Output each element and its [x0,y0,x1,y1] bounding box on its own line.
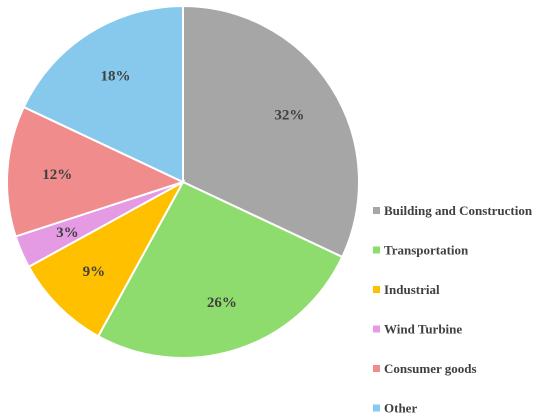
percent-label-consumer-goods: 12% [42,167,72,183]
slice-industrial [27,179,186,338]
legend: Building and Construction Transportation I… [373,203,533,416]
legend-item-industrial: Industrial [373,282,440,297]
legend-swatch-consumer-goods [373,365,380,372]
slice-building-and-construction [182,4,360,259]
legend-item-wind-turbine: Wind Turbine [373,322,462,337]
legend-item-building-and-construction: Building and Construction [373,203,533,218]
legend-label-wind-turbine: Wind Turbine [384,322,462,337]
legend-label-consumer-goods: Consumer goods [384,361,477,376]
legend-item-other: Other [373,401,417,416]
slice-other [22,4,184,184]
percent-label-other: 18% [101,69,131,85]
legend-swatch-building-and-construction [373,207,380,214]
legend-label-other: Other [384,401,417,416]
slice-consumer-goods [6,105,186,238]
legend-item-consumer-goods: Consumer goods [373,361,477,376]
percent-label-wind-turbine: 3% [56,225,79,241]
percent-label-building-and-construction: 32% [274,108,304,124]
legend-swatch-industrial [373,286,380,293]
legend-swatch-transportation [373,246,380,254]
legend-swatch-other [373,404,380,412]
legend-label-building-and-construction: Building and Construction [384,203,533,218]
legend-label-industrial: Industrial [384,282,440,297]
legend-item-transportation: Transportation [373,243,469,258]
percent-labels: 32% 26% 9% 3% 12% 18% [42,69,304,311]
legend-label-transportation: Transportation [384,243,469,258]
percent-label-industrial: 9% [83,264,106,280]
percent-label-transportation: 26% [207,295,237,311]
pie-slices [6,4,360,359]
legend-swatch-wind-turbine [373,325,380,333]
